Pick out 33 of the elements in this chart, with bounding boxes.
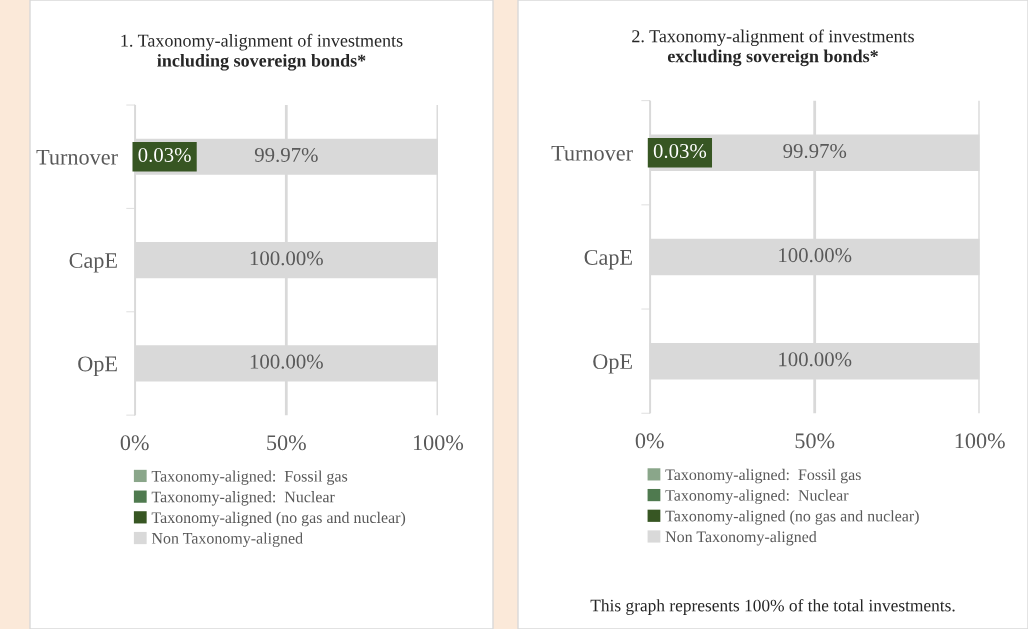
- legend-label: Non Taxonomy-aligned: [665, 530, 817, 546]
- data-label: 100.00%: [250, 251, 323, 266]
- x-tick-label: 50%: [267, 435, 306, 451]
- data-label: 0.03%: [138, 147, 191, 163]
- legend-label: Taxonomy-aligned: Fossil gas: [665, 468, 861, 484]
- legend-label: Taxonomy-aligned (no gas and nuclear): [665, 510, 919, 525]
- x-tick-label: 50%: [795, 433, 835, 449]
- y-tick-label: Turnover: [36, 149, 118, 165]
- legend-label: Taxonomy-aligned: Nuclear: [665, 489, 849, 505]
- data-label: 0.03%: [653, 143, 707, 159]
- y-tick-label: OpE: [593, 354, 632, 374]
- data-label: 100.00%: [779, 352, 852, 367]
- data-label: 100.00%: [250, 354, 323, 369]
- chart-title: 1. Taxonomy-alignment of investments: [121, 33, 403, 51]
- chart-subtitle: excluding sovereign bonds*: [667, 49, 878, 67]
- data-label: 99.97%: [783, 143, 847, 159]
- data-label: 100.00%: [779, 248, 852, 263]
- legend-label: Taxonomy-aligned: Fossil gas: [151, 470, 348, 485]
- y-tick-label: Turnover: [551, 145, 633, 161]
- x-tick-label: 100%: [413, 435, 464, 451]
- legend-label: Taxonomy-aligned: Nuclear: [151, 491, 335, 506]
- legend-label: Taxonomy-aligned (no gas and nuclear): [151, 511, 406, 527]
- chart-subtitle: including sovereign bonds*: [157, 54, 366, 71]
- chart-title: 2. Taxonomy-alignment of investments: [632, 29, 914, 47]
- y-tick-label: CapE: [584, 249, 632, 270]
- data-label: 99.97%: [254, 147, 318, 163]
- x-tick-label: 100%: [955, 433, 1005, 449]
- x-tick-label: 0%: [120, 435, 149, 451]
- text: This graph represents 100% of the total investments.: [590, 599, 955, 615]
- y-tick-label: CapE: [69, 253, 117, 273]
- y-tick-label: OpE: [78, 356, 117, 376]
- legend-label: Non Taxonomy-aligned: [151, 532, 303, 548]
- x-tick-label: 0%: [635, 433, 664, 449]
